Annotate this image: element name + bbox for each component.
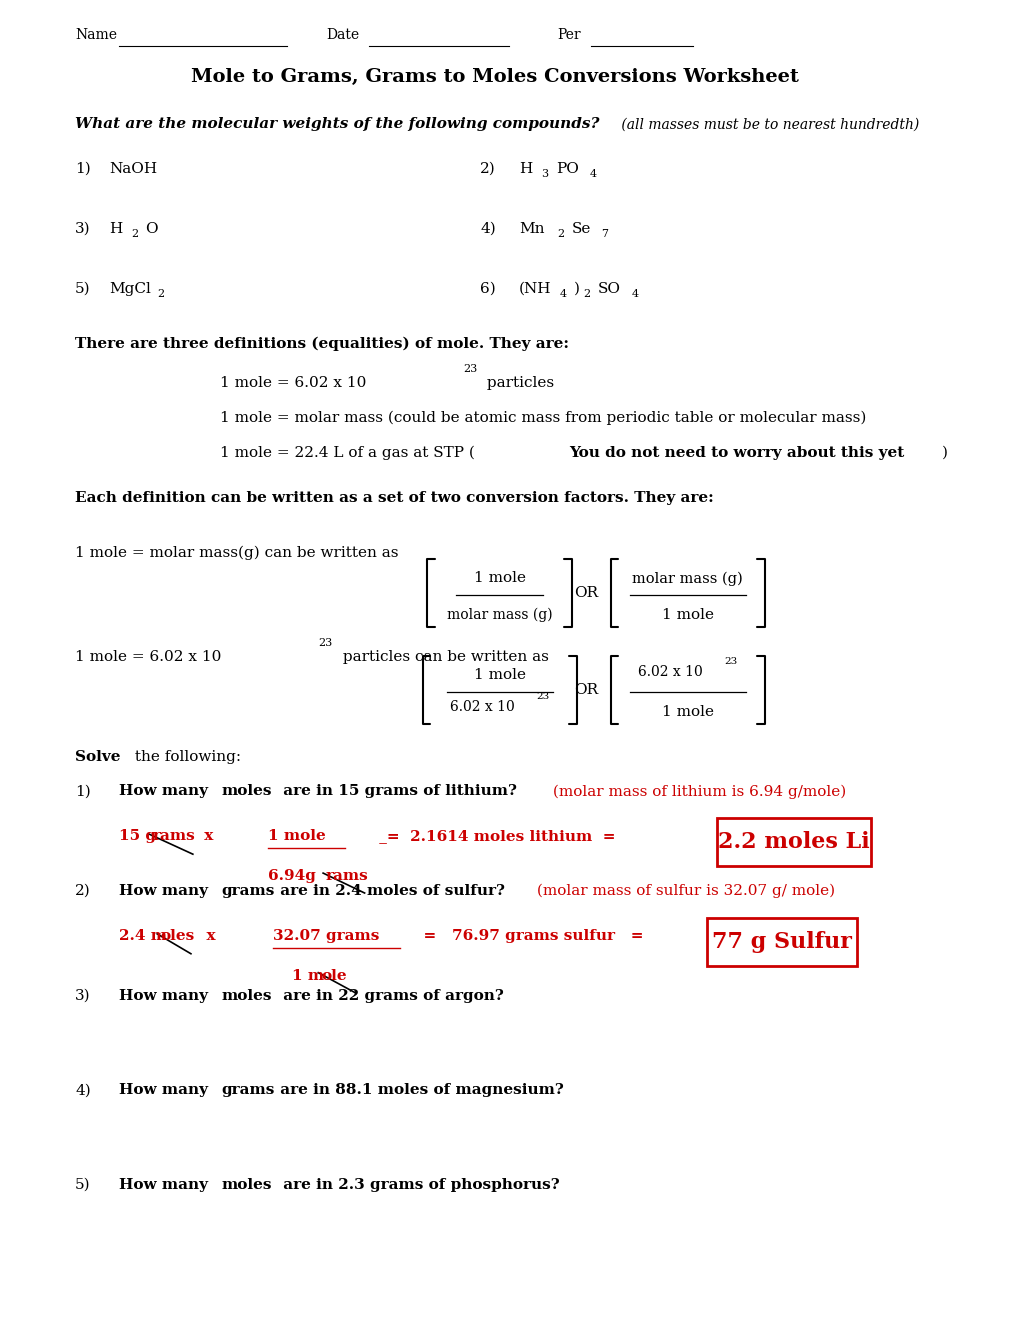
Text: How many: How many: [118, 884, 213, 898]
Text: NaOH: NaOH: [109, 162, 157, 176]
Text: Date: Date: [326, 28, 359, 42]
Text: O: O: [146, 222, 158, 236]
Text: 1 mole: 1 mole: [661, 705, 713, 719]
Text: 3: 3: [541, 169, 548, 180]
Text: 3): 3): [75, 222, 91, 236]
Text: 7: 7: [600, 228, 607, 239]
Text: 6.02 x 10: 6.02 x 10: [449, 700, 515, 714]
Text: 2: 2: [157, 289, 164, 298]
Text: x: x: [196, 929, 225, 942]
Text: 2.4 m: 2.4 m: [118, 929, 166, 942]
Text: Mole to Grams, Grams to Moles Conversions Worksheet: Mole to Grams, Grams to Moles Conversion…: [191, 67, 798, 86]
Text: ): ): [574, 281, 580, 296]
Text: 1 mole = 22.4 L of a gas at STP (: 1 mole = 22.4 L of a gas at STP (: [220, 446, 474, 461]
Text: How many: How many: [118, 784, 213, 799]
Text: Name: Name: [75, 28, 117, 42]
Text: 2): 2): [480, 162, 495, 176]
Text: How many: How many: [118, 1177, 213, 1192]
Text: Solve: Solve: [75, 750, 120, 764]
Text: 1 mole = 6.02 x 10: 1 mole = 6.02 x 10: [220, 376, 366, 391]
Text: H: H: [109, 222, 122, 236]
Text: (molar mass of sulfur is 32.07 g/ mole): (molar mass of sulfur is 32.07 g/ mole): [531, 884, 834, 899]
Text: 23: 23: [463, 364, 477, 375]
Text: 2.2 moles Li: 2.2 moles Li: [717, 832, 869, 853]
Text: 4): 4): [75, 1084, 91, 1097]
Text: particles can be written as: particles can be written as: [337, 649, 548, 664]
Text: 23: 23: [536, 693, 549, 701]
Text: SO: SO: [597, 281, 621, 296]
Text: 77 g Sulfur: 77 g Sulfur: [711, 931, 851, 953]
Text: =   76.97 grams sulfur   =: = 76.97 grams sulfur =: [413, 929, 643, 942]
Text: (all masses must be to nearest hundredth): (all masses must be to nearest hundredth…: [616, 117, 919, 131]
FancyBboxPatch shape: [706, 917, 856, 966]
Text: 4: 4: [559, 289, 567, 298]
Text: particles: particles: [482, 376, 554, 391]
Text: MgCl: MgCl: [109, 281, 151, 296]
Text: rams: rams: [326, 869, 369, 883]
Text: grams: grams: [221, 1084, 275, 1097]
Text: are in 2.3 grams of phosphorus?: are in 2.3 grams of phosphorus?: [277, 1177, 558, 1192]
Text: 6.02 x 10: 6.02 x 10: [638, 665, 702, 678]
Text: 2: 2: [131, 228, 139, 239]
Text: Per: Per: [557, 28, 581, 42]
Text: 1): 1): [75, 162, 91, 176]
Text: There are three definitions (equalities) of mole. They are:: There are three definitions (equalities)…: [75, 337, 569, 351]
Text: What are the molecular weights of the following compounds?: What are the molecular weights of the fo…: [75, 117, 599, 131]
Text: oles: oles: [160, 929, 194, 942]
Text: 1 mole = 6.02 x 10: 1 mole = 6.02 x 10: [75, 649, 221, 664]
Text: 1 mole: 1 mole: [473, 572, 525, 585]
Text: How many: How many: [118, 1084, 213, 1097]
Text: ole: ole: [321, 969, 346, 982]
Text: 1 mole: 1 mole: [268, 829, 325, 843]
Text: are in 22 grams of argon?: are in 22 grams of argon?: [277, 989, 503, 1003]
Text: (NH: (NH: [519, 281, 551, 296]
Text: the following:: the following:: [130, 750, 242, 764]
Text: 1 mole: 1 mole: [661, 609, 713, 622]
Text: 3): 3): [75, 989, 91, 1003]
Text: Each definition can be written as a set of two conversion factors. They are:: Each definition can be written as a set …: [75, 491, 713, 504]
Text: 1 mole = molar mass (could be atomic mass from periodic table or molecular mass): 1 mole = molar mass (could be atomic mas…: [220, 411, 865, 425]
Text: moles: moles: [221, 1177, 272, 1192]
Text: 2: 2: [583, 289, 590, 298]
Text: 1): 1): [75, 784, 91, 799]
Text: 4: 4: [589, 169, 596, 180]
Text: grams: grams: [221, 884, 275, 898]
Text: ): ): [941, 446, 947, 459]
Text: 15 g: 15 g: [118, 829, 156, 843]
Text: 6.94g: 6.94g: [268, 869, 316, 883]
Text: 5): 5): [75, 1177, 91, 1192]
Text: moles: moles: [221, 784, 272, 799]
Text: PO: PO: [555, 162, 578, 176]
Text: Mn: Mn: [519, 222, 544, 236]
Text: are in 2.4 moles of sulfur?: are in 2.4 moles of sulfur?: [274, 884, 504, 898]
Text: 1 m: 1 m: [292, 969, 324, 982]
Text: 1 mole = molar mass(g) can be written as: 1 mole = molar mass(g) can be written as: [75, 545, 398, 560]
Text: OR: OR: [574, 586, 598, 601]
Text: 2: 2: [557, 228, 565, 239]
Text: 32.07 grams: 32.07 grams: [273, 929, 379, 942]
Text: 4: 4: [632, 289, 638, 298]
Text: How many: How many: [118, 989, 213, 1003]
Text: 23: 23: [318, 638, 332, 648]
FancyBboxPatch shape: [716, 818, 870, 866]
Text: 2): 2): [75, 884, 91, 898]
Text: moles: moles: [221, 989, 272, 1003]
Text: molar mass (g): molar mass (g): [446, 609, 552, 623]
Text: 6): 6): [480, 281, 495, 296]
Text: are in 15 grams of lithium?: are in 15 grams of lithium?: [277, 784, 517, 799]
Text: x: x: [199, 829, 218, 843]
Text: molar mass (g): molar mass (g): [632, 572, 743, 586]
Text: 4): 4): [480, 222, 495, 236]
Text: 5): 5): [75, 281, 91, 296]
Text: are in 88.1 moles of magnesium?: are in 88.1 moles of magnesium?: [274, 1084, 564, 1097]
Text: H: H: [519, 162, 532, 176]
Text: 23: 23: [723, 657, 737, 667]
Text: Se: Se: [572, 222, 591, 236]
Text: rams: rams: [152, 829, 195, 843]
Text: (molar mass of lithium is 6.94 g/mole): (molar mass of lithium is 6.94 g/mole): [547, 784, 846, 799]
Text: _=  2.1614 moles lithium  =: _= 2.1614 moles lithium =: [374, 829, 615, 843]
Text: 1 mole: 1 mole: [473, 668, 525, 682]
Text: OR: OR: [574, 682, 598, 697]
Text: You do not need to worry about this yet: You do not need to worry about this yet: [569, 446, 904, 459]
